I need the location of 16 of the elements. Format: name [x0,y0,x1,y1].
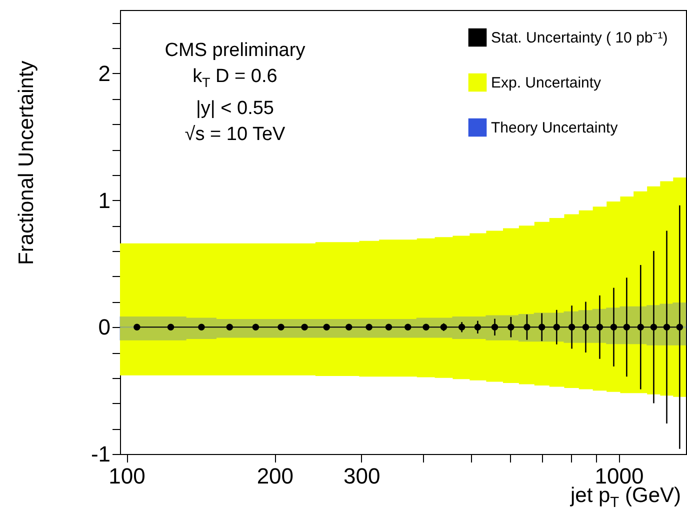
annotation: CMS preliminary [164,39,306,63]
annotation: √s = 10 TeV [184,122,286,147]
y-tick-label: 2 [98,60,110,86]
x-tick-label: 300 [343,464,380,488]
x-tick-label: 200 [256,464,294,488]
y-axis-title: Fractional Uncertainty [15,60,39,265]
y-tick-label: -1 [90,442,110,466]
legend-label: Theory Uncertainty [491,120,618,136]
annotation: |y| < 0.55 [194,96,275,121]
y-tick-label: 0 [98,314,110,340]
legend-label: Exp. Uncertainty [491,74,602,92]
x-axis-title: jet p$_{T}$ (GeV) [570,484,681,512]
x-tick-label: 100 [108,464,146,488]
legend-label: Stat. Uncertainty ( 10 pb⁻¹) [491,30,668,46]
y-tick-label: 1 [98,188,110,213]
annotation: k$_{T}$ D = 0.6 [192,65,278,92]
